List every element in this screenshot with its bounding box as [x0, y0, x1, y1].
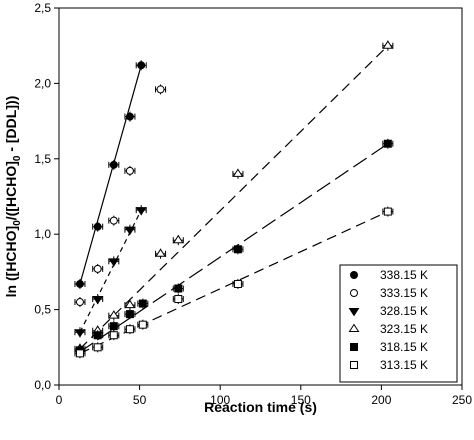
- fit-line: [79, 45, 389, 350]
- y-tick-label: 0,5: [34, 303, 51, 317]
- data-point: [232, 168, 244, 177]
- data-point: [174, 295, 183, 304]
- data-point: [125, 310, 134, 319]
- x-tick-label: 0: [56, 393, 63, 407]
- data-point: [155, 248, 166, 257]
- data-point: [382, 40, 394, 49]
- legend-label: 328.15 K: [380, 304, 428, 318]
- data-point: [138, 299, 147, 308]
- fit-line: [79, 209, 142, 333]
- data-point: [125, 166, 134, 175]
- y-axis-title-part: /([HCHO]: [3, 161, 19, 220]
- data-point: [93, 222, 102, 231]
- legend-box: [339, 264, 458, 383]
- legend-item: 313.15 K: [350, 358, 428, 372]
- data-point: [92, 296, 104, 305]
- data-point: [348, 323, 360, 332]
- series: [74, 84, 167, 308]
- fit-line: [79, 65, 142, 285]
- data-point: [174, 284, 183, 293]
- y-axis-title: ln ([HCHO]0/([HCHO]0 - [DDL])): [3, 96, 23, 298]
- y-tick-label: 1,0: [34, 227, 51, 241]
- legend-label: 338.15 K: [380, 268, 428, 282]
- x-tick-label: 250: [452, 393, 472, 407]
- plot-area: [58, 7, 463, 386]
- y-axis-title-part: 0: [12, 220, 23, 226]
- legend-label: 313.15 K: [380, 358, 428, 372]
- series: [74, 206, 394, 359]
- legend-item: 328.15 K: [348, 304, 428, 318]
- data-point: [233, 279, 242, 288]
- data-point: [109, 160, 118, 169]
- data-point: [74, 329, 86, 338]
- y-axis-title-part: ln ([HCHO]: [3, 226, 19, 298]
- data-point: [124, 299, 136, 309]
- data-point: [350, 289, 358, 297]
- data-point: [350, 271, 358, 279]
- data-point: [109, 322, 118, 331]
- data-point: [348, 308, 360, 317]
- data-point: [125, 112, 134, 121]
- data-point: [137, 61, 146, 70]
- x-tick-label: 200: [371, 393, 391, 407]
- legend-label: 323.15 K: [380, 322, 428, 336]
- y-tick-label: 0,0: [34, 378, 51, 392]
- data-point: [93, 331, 102, 340]
- legend-item: 323.15 K: [348, 322, 428, 336]
- data-point: [350, 361, 358, 369]
- x-tick-label: 50: [133, 393, 147, 407]
- series: [74, 60, 147, 289]
- data-point: [93, 343, 102, 352]
- data-point: [124, 226, 136, 236]
- data-point: [109, 331, 118, 340]
- y-tick-label: 1,5: [34, 152, 51, 166]
- data-point: [75, 279, 84, 288]
- legend-item: 318.15 K: [350, 340, 428, 354]
- data-point: [383, 139, 392, 148]
- y-axis-title-part: 0: [12, 155, 23, 161]
- data-point: [172, 234, 184, 244]
- x-axis-title: Reaction time (s): [204, 399, 317, 415]
- data-point: [108, 258, 120, 267]
- series-layer: [74, 40, 394, 359]
- data-point: [350, 343, 358, 351]
- y-tick-label: 2,0: [34, 76, 51, 90]
- data-point: [138, 320, 147, 329]
- data-point: [135, 207, 147, 216]
- data-point: [125, 325, 134, 334]
- plot-frame: [58, 7, 463, 386]
- data-point: [75, 349, 84, 358]
- x-tick-label: 150: [291, 393, 311, 407]
- y-axis-title-part: - [DDL])): [3, 96, 19, 156]
- axes: 0 50 100 150 200 250 0,0 0,5 1,0 1,5 2,0 2,5: [34, 1, 472, 407]
- legend: 338.15 K 333.15 K 328.15 K 323.15 K 318.15 K…: [339, 264, 458, 383]
- data-point: [383, 207, 392, 216]
- series: [74, 205, 147, 338]
- data-point: [93, 264, 102, 273]
- data-point: [156, 85, 165, 94]
- y-tick-label: 2,5: [34, 1, 51, 15]
- data-point: [109, 216, 118, 225]
- legend-item: 338.15 K: [350, 268, 428, 282]
- data-point: [75, 298, 84, 307]
- data-point: [233, 245, 242, 254]
- data-point: [108, 310, 120, 319]
- fit-line: [79, 143, 389, 353]
- legend-item: 333.15 K: [350, 286, 428, 300]
- legend-label: 318.15 K: [380, 340, 428, 354]
- x-tick-label: 100: [210, 393, 230, 407]
- legend-label: 333.15 K: [380, 286, 428, 300]
